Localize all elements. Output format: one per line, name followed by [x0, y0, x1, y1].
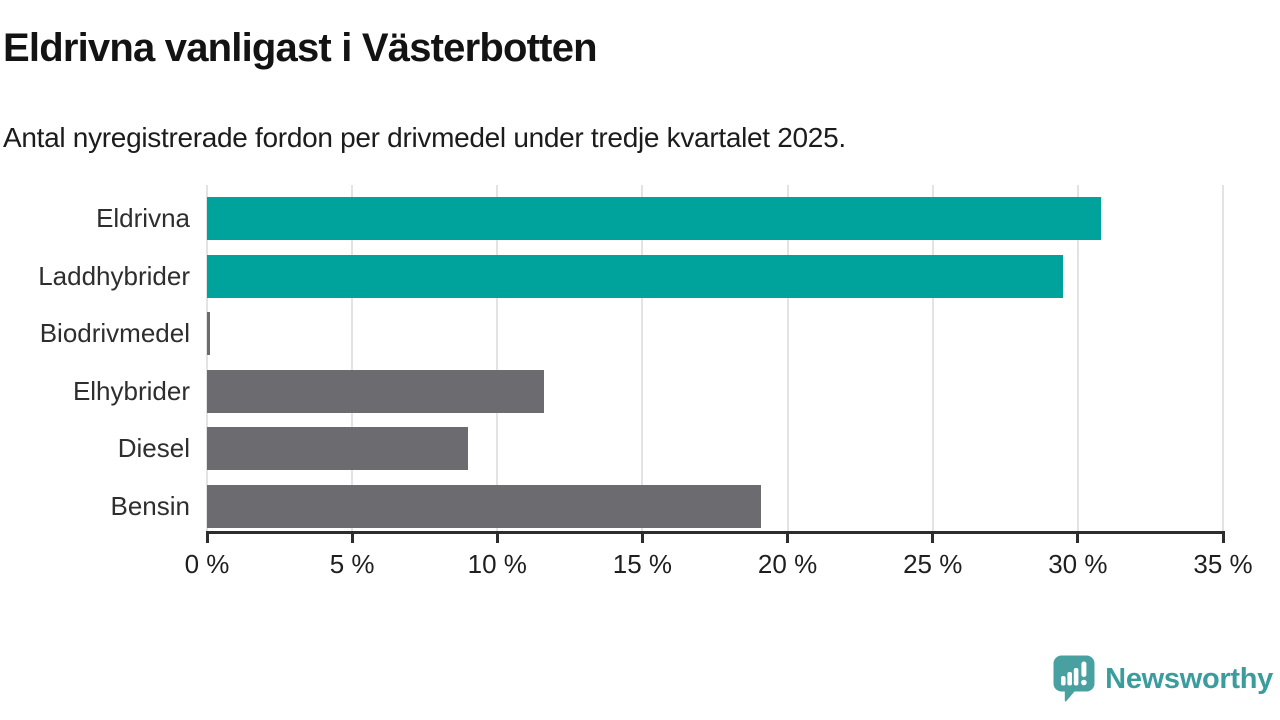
gridline [931, 185, 934, 531]
x-axis-ticks [205, 531, 1225, 543]
category-label: Laddhybrider [38, 260, 190, 291]
gridline [496, 185, 499, 531]
bar [207, 427, 469, 471]
category-label: Eldrivna [96, 203, 190, 234]
gridline [351, 185, 354, 531]
x-axis-tick [1221, 531, 1225, 543]
brand-footer: Newsworthy [1053, 655, 1273, 703]
bar-chart-plot-area [207, 190, 1223, 535]
bar [207, 254, 1064, 298]
category-label: Biodrivmedel [39, 318, 190, 349]
bar [207, 197, 1102, 241]
category-label: Bensin [110, 490, 191, 521]
category-axis: Eldrivna Laddhybrider Biodrivmedel Elhybrid… [0, 190, 190, 535]
gridline [1076, 185, 1079, 531]
chart-title: Eldrivna vanligast i Västerbotten [3, 26, 598, 70]
gridline [1222, 185, 1224, 531]
gridline [641, 185, 644, 531]
bar-row [207, 305, 1223, 363]
x-axis-tick [786, 531, 790, 543]
x-axis-tick-label: 30 % [1048, 549, 1108, 579]
category-label: Elhybrider [72, 375, 190, 406]
category-label: Diesel [117, 433, 190, 464]
x-axis-tick [205, 531, 209, 543]
bar-row [207, 420, 1223, 478]
x-axis-tick-label: 35 % [1193, 549, 1253, 579]
x-axis-tick [495, 531, 499, 543]
x-axis-tick-labels: 0 % 5 % 10 % 15 % 20 % 25 % 30 % 35 % [185, 549, 1253, 579]
gridline [786, 185, 789, 531]
x-axis-tick-label: 20 % [757, 549, 818, 579]
newsworthy-logo-icon [1053, 655, 1095, 702]
bar [207, 312, 210, 356]
logo-exclamation-stem [1081, 661, 1087, 677]
x-axis-tick-label: 0 % [184, 549, 230, 579]
x-axis-tick-label: 5 % [329, 549, 375, 579]
x-axis-tick-label: 25 % [903, 549, 963, 579]
bar-row [207, 190, 1223, 248]
gridline [206, 185, 208, 531]
chart-subtitle: Antal nyregistrerade fordon per drivmede… [3, 122, 846, 153]
bar-row [207, 363, 1223, 421]
bar-row [207, 248, 1223, 306]
x-axis-tick [931, 531, 935, 543]
x-axis-line [206, 531, 1225, 534]
logo-bar-small [1061, 676, 1066, 686]
plot-gridlines [206, 185, 1224, 531]
logo-bar-large [1073, 668, 1079, 686]
bar [207, 484, 762, 528]
x-axis-tick [1076, 531, 1080, 543]
x-axis-tick [640, 531, 644, 543]
x-axis-tick [350, 531, 354, 543]
x-axis-tick-label: 15 % [612, 549, 673, 579]
brand-name: Newsworthy [1105, 662, 1273, 695]
x-axis-tick-label: 10 % [467, 549, 527, 579]
logo-bar-medium [1067, 672, 1073, 686]
logo-exclamation-dot [1081, 679, 1087, 686]
bar-row [207, 478, 1223, 536]
bar [207, 369, 544, 413]
